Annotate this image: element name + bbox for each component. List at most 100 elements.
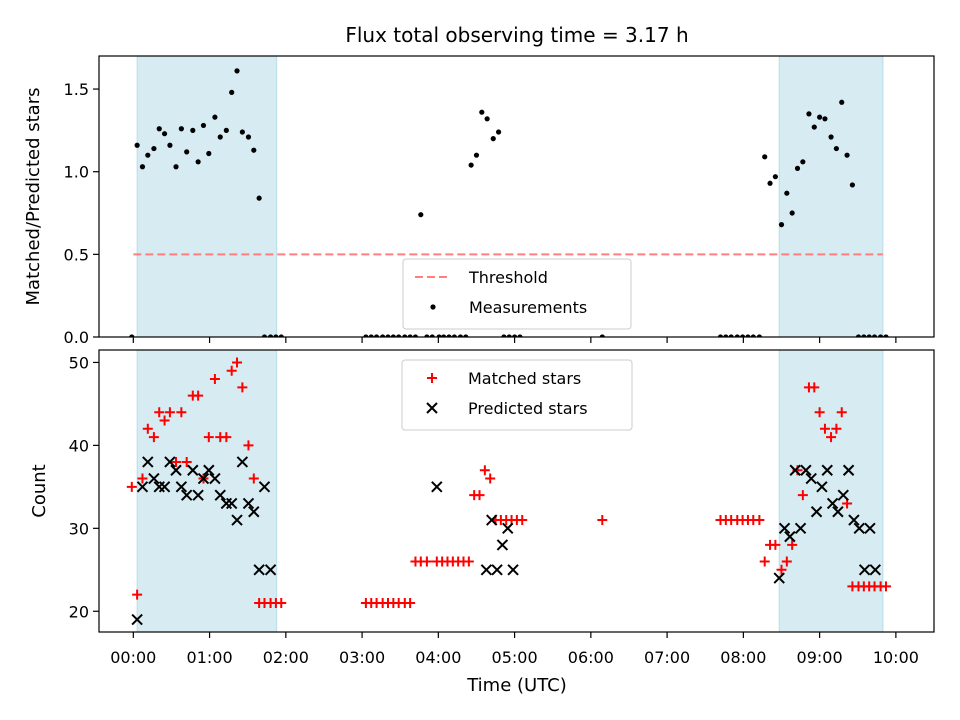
data-point <box>373 334 380 337</box>
panel-count: 20 30 40 50 Count Matched stars Predicted star… <box>29 349 935 638</box>
data-point <box>759 556 770 567</box>
data-point <box>800 464 812 476</box>
data-point <box>264 564 277 576</box>
data-point <box>517 515 528 526</box>
x-tick-label: 10:00 <box>873 648 919 667</box>
legend: Matched stars Predicted stars <box>401 359 633 431</box>
data-point <box>134 142 140 148</box>
data-point <box>468 162 474 168</box>
plot-area <box>129 56 889 337</box>
data-point <box>164 456 176 468</box>
data-point <box>402 334 408 337</box>
data-point <box>599 334 605 337</box>
data-point <box>463 556 474 567</box>
data-point <box>139 164 146 170</box>
data-point <box>181 456 192 467</box>
data-point <box>159 415 170 426</box>
data-point <box>772 174 778 180</box>
data-point <box>396 334 402 337</box>
data-point <box>176 407 187 418</box>
data-point <box>806 111 812 117</box>
data-point <box>363 334 369 337</box>
shaded-interval <box>136 56 278 337</box>
x-tick-label: 05:00 <box>492 648 538 667</box>
data-point <box>225 497 238 510</box>
data-point <box>248 506 260 518</box>
data-point <box>866 334 872 337</box>
data-point <box>385 334 391 337</box>
legend-box <box>402 258 632 330</box>
data-point <box>484 116 490 122</box>
data-point <box>200 122 207 129</box>
data-point <box>229 89 235 95</box>
data-point <box>132 589 143 600</box>
axes-frame <box>98 55 935 338</box>
data-point <box>495 129 502 135</box>
x-tick-label: 08:00 <box>720 648 766 667</box>
data-point <box>723 334 729 337</box>
data-point <box>441 334 447 337</box>
data-point <box>214 489 226 501</box>
data-point <box>745 334 751 337</box>
x-axis-label: Time (UTC) <box>466 675 567 696</box>
data-point <box>826 497 839 510</box>
data-point <box>848 514 860 526</box>
data-point <box>412 334 419 337</box>
data-point <box>819 423 830 434</box>
data-point <box>511 334 518 337</box>
data-point <box>756 334 762 337</box>
data-point <box>431 481 443 493</box>
x-tick-label: 00:00 <box>110 648 156 667</box>
data-point <box>828 134 834 140</box>
data-point <box>869 564 881 576</box>
data-point <box>883 334 889 337</box>
y-tick-label: 1.0 <box>64 163 89 182</box>
data-point <box>158 481 171 493</box>
data-point <box>256 195 262 201</box>
data-point <box>248 473 259 484</box>
data-point <box>184 149 190 155</box>
y-tick-label: 0.0 <box>64 328 89 347</box>
data-point <box>405 597 416 608</box>
data-point <box>597 515 608 526</box>
data-point <box>858 564 871 576</box>
data-point <box>180 489 193 501</box>
data-point <box>446 334 452 337</box>
data-point <box>170 464 182 476</box>
data-point <box>223 127 229 133</box>
data-point <box>822 116 828 122</box>
axes-frame <box>98 349 935 633</box>
x-tick-label: 04:00 <box>415 648 461 667</box>
y-tick-label: 0.5 <box>64 245 89 264</box>
data-point <box>154 407 165 418</box>
data-point <box>234 68 240 74</box>
data-point <box>203 464 215 476</box>
data-point <box>501 334 507 337</box>
data-point <box>236 456 249 468</box>
legend-label: Measurements <box>469 298 587 317</box>
data-point <box>855 334 862 337</box>
data-point <box>195 159 201 165</box>
data-point <box>243 440 254 451</box>
data-point <box>129 334 135 337</box>
data-point <box>837 489 849 501</box>
data-point <box>251 147 257 153</box>
data-point <box>421 556 432 567</box>
data-point <box>424 334 430 337</box>
data-point <box>167 142 173 148</box>
data-point <box>787 539 798 550</box>
shaded-interval <box>778 350 884 632</box>
data-point <box>789 464 801 476</box>
data-point <box>836 407 847 418</box>
data-point <box>136 481 149 493</box>
data-point <box>821 464 833 476</box>
y-tick-label: 30 <box>69 519 89 538</box>
data-point <box>485 473 496 484</box>
data-point <box>380 334 386 337</box>
data-point <box>805 472 817 485</box>
data-point <box>232 357 243 368</box>
data-point <box>800 159 806 165</box>
data-point <box>278 334 284 337</box>
y-tick-label: 50 <box>69 353 89 372</box>
